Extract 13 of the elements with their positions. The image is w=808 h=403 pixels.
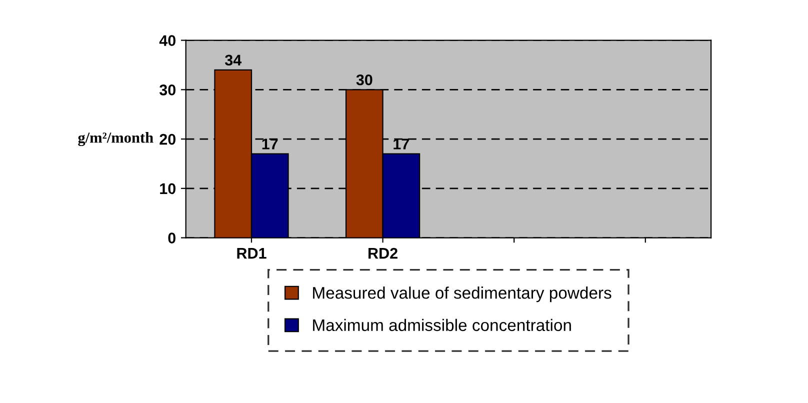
- legend-label: Measured value of sedimentary powders: [313, 286, 612, 302]
- data-label: 34: [224, 54, 242, 66]
- legend-label: Maximum admissible concentration: [313, 318, 571, 332]
- y-tick-label: 40: [159, 35, 176, 46]
- data-label: 30: [356, 74, 372, 86]
- y-tick-label: 10: [160, 183, 176, 194]
- x-tick-label: RD2: [368, 248, 398, 259]
- y-tick-label: 30: [159, 84, 176, 96]
- y-tick-label: 0: [168, 232, 176, 244]
- data-label: 17: [394, 138, 409, 150]
- y-tick-label: 20: [160, 134, 176, 145]
- x-tick-label: RD1: [237, 248, 266, 259]
- y-axis-title: g/m²/month: [78, 132, 154, 146]
